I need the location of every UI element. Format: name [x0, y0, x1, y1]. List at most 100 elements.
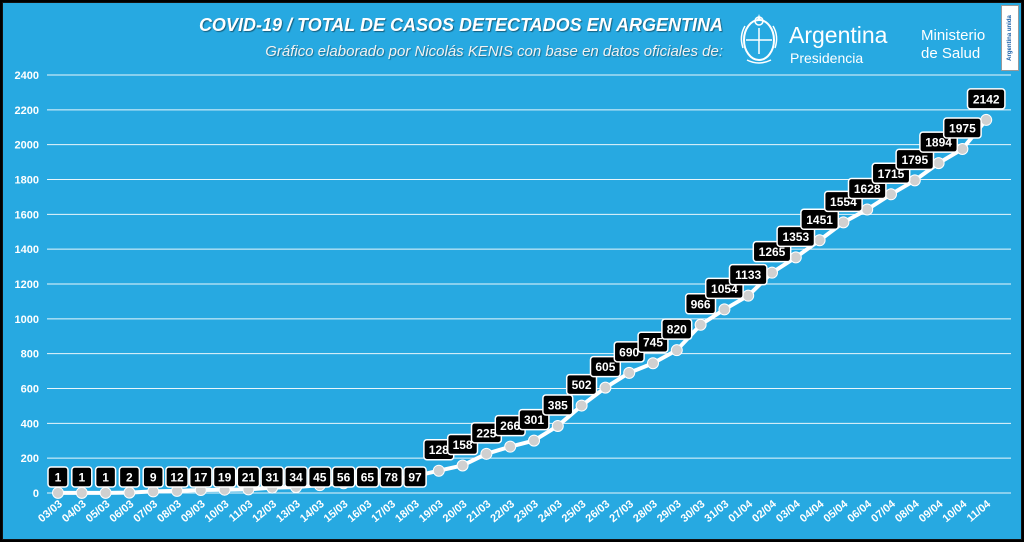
data-point — [623, 366, 636, 379]
data-point — [718, 303, 731, 316]
x-tick-label: 25/03 — [560, 498, 589, 525]
data-label: 605 — [589, 355, 622, 378]
data-label-box — [966, 88, 1006, 110]
data-label-text: 1975 — [949, 122, 976, 136]
y-tick-label: 2200 — [15, 105, 39, 117]
data-label: 2 — [118, 466, 141, 488]
data-label: 45 — [307, 466, 332, 488]
x-tick-label: 27/03 — [607, 498, 636, 525]
data-label-box — [728, 263, 768, 286]
presidencia-logo-text: Presidencia — [790, 50, 864, 66]
data-label: 1054 — [704, 277, 744, 300]
x-tick-label: 23/03 — [512, 498, 541, 525]
data-label-box — [589, 355, 622, 378]
x-tick-label: 19/03 — [417, 498, 446, 525]
y-tick-label: 1200 — [15, 279, 39, 291]
data-label-box — [661, 318, 693, 340]
data-label-box — [379, 466, 404, 488]
data-label-box — [260, 466, 285, 488]
ministerio-salud-logo: Ministerio de Salud — [921, 27, 985, 63]
data-point — [551, 419, 564, 432]
data-label-box — [47, 466, 69, 488]
x-tick-label: 17/03 — [369, 498, 398, 525]
data-label-text: 31 — [266, 471, 280, 485]
x-tick-label: 29/03 — [655, 498, 684, 525]
data-label-box — [284, 466, 308, 488]
data-point — [456, 459, 469, 472]
data-label: 9 — [142, 466, 164, 488]
data-label: 56 — [331, 466, 356, 488]
data-label: 34 — [284, 466, 308, 488]
data-label-text: 2142 — [973, 92, 1000, 106]
y-tick-label: 2400 — [15, 70, 39, 82]
data-label: 65 — [355, 466, 380, 488]
data-label-text: 266 — [500, 419, 520, 433]
data-point — [766, 266, 778, 279]
data-label-box — [71, 466, 93, 488]
data-label-text: 9 — [150, 471, 157, 485]
argentina-presidencia-logo: Argentina Presidencia — [737, 8, 907, 70]
data-point — [99, 486, 112, 499]
data-label: 1 — [94, 466, 117, 488]
data-label-text: 820 — [667, 323, 687, 337]
y-tick-label: 1600 — [15, 209, 39, 221]
data-label: 2142 — [966, 88, 1006, 110]
data-label-text: 1628 — [854, 182, 881, 196]
data-label-box — [446, 433, 479, 456]
data-label-text: 1 — [55, 471, 62, 485]
x-tick-label: 15/03 — [322, 498, 351, 525]
data-label-box — [142, 466, 164, 488]
data-label: 12 — [165, 466, 189, 488]
data-label-text: 34 — [289, 471, 303, 485]
data-label: 1451 — [800, 208, 840, 231]
data-point — [813, 234, 826, 247]
data-label-text: 17 — [194, 471, 208, 485]
x-tick-label: 09/04 — [917, 498, 946, 525]
data-label: 128 — [423, 438, 455, 461]
data-point — [432, 464, 445, 477]
data-label-box — [165, 466, 189, 488]
x-tick-label: 07/04 — [869, 498, 898, 525]
x-tick-label: 10/04 — [941, 498, 970, 525]
x-tick-label: 30/03 — [679, 498, 708, 525]
data-label-box — [542, 394, 574, 416]
line-chart: 0200400600800100012001400160018002000220… — [15, 70, 1011, 525]
data-label: 19 — [212, 466, 237, 488]
x-tick-label: 07/03 — [131, 498, 160, 525]
data-label-box — [518, 408, 550, 431]
ministerio-line-1: Ministerio — [921, 27, 986, 44]
data-point — [575, 399, 588, 412]
x-tick-label: 10/03 — [203, 498, 232, 525]
argentina-unida-badge: Argentina unida — [1001, 5, 1019, 71]
y-tick-label: 1000 — [15, 314, 39, 326]
ministerio-line-2: de Salud — [921, 45, 981, 62]
data-label-text: 1 — [102, 471, 109, 485]
data-label-text: 1054 — [711, 282, 738, 296]
data-label: 820 — [661, 318, 693, 340]
data-label-text: 1265 — [759, 245, 786, 259]
y-tick-label: 600 — [21, 384, 39, 396]
data-point — [528, 434, 540, 447]
y-tick-label: 400 — [21, 418, 39, 430]
data-label-text: 1353 — [782, 230, 809, 244]
data-label-text: 78 — [385, 471, 399, 485]
x-axis-tick-labels: 03/0304/0305/0306/0307/0308/0309/0310/03… — [36, 498, 994, 525]
y-tick-label: 2000 — [15, 140, 39, 152]
data-label-text: 97 — [408, 471, 422, 485]
data-label-text: 1 — [78, 471, 85, 485]
data-point — [837, 216, 850, 229]
data-label-box — [331, 466, 356, 488]
data-point — [956, 143, 969, 156]
y-tick-label: 1400 — [15, 244, 39, 256]
y-tick-label: 1800 — [15, 175, 39, 187]
data-label-box — [565, 373, 598, 396]
x-tick-label: 09/03 — [179, 498, 208, 525]
data-label-text: 1451 — [806, 213, 833, 227]
data-point — [980, 113, 993, 126]
data-point — [789, 251, 802, 264]
data-label-text: 56 — [337, 471, 351, 485]
national-seal-icon — [740, 14, 778, 64]
x-tick-label: 20/03 — [441, 498, 470, 525]
